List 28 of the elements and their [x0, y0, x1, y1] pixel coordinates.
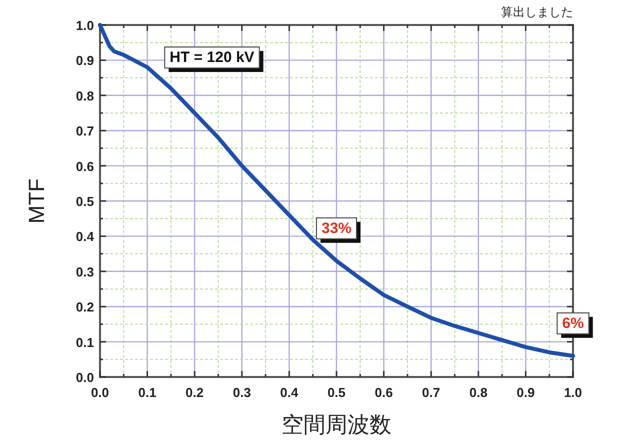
x-tick-label: 0.9: [516, 385, 535, 400]
y-tick-label: 1.0: [76, 18, 94, 33]
annotation: 33%: [321, 220, 352, 237]
x-tick-label: 0.1: [138, 385, 156, 400]
y-axis-title: MTF: [24, 178, 49, 224]
y-tick-label: 0.6: [76, 158, 94, 174]
x-tick-label: 0.8: [469, 385, 488, 400]
x-axis-title: 空間周波数: [282, 412, 392, 437]
x-tick-label: 1.0: [564, 385, 582, 400]
y-tick-label: 0.7: [76, 124, 94, 139]
x-tick-label: 0.0: [90, 385, 110, 400]
y-tick-label: 0.2: [76, 300, 94, 315]
y-tick-label: 0.1: [76, 334, 94, 350]
y-tick-label: 0.5: [76, 194, 94, 209]
x-tick-label: 0.6: [374, 385, 393, 400]
annotation: HT = 120 kV: [170, 49, 254, 66]
y-tick-label: 0.4: [76, 229, 95, 244]
y-tick-label: 0.9: [76, 53, 94, 68]
x-tick-label: 0.7: [422, 385, 440, 400]
y-tick-label: 0.3: [76, 264, 94, 280]
y-tick-label: 0.8: [76, 88, 94, 104]
text: 算出しました: [501, 5, 573, 19]
x-tick-label: 0.5: [327, 385, 346, 400]
x-tick-label: 0.2: [186, 385, 204, 400]
x-tick-label: 0.3: [232, 385, 251, 400]
x-tick-label: 0.4: [280, 385, 300, 400]
y-tick-label: 0.0: [76, 370, 94, 385]
annotation: 6%: [562, 314, 584, 332]
